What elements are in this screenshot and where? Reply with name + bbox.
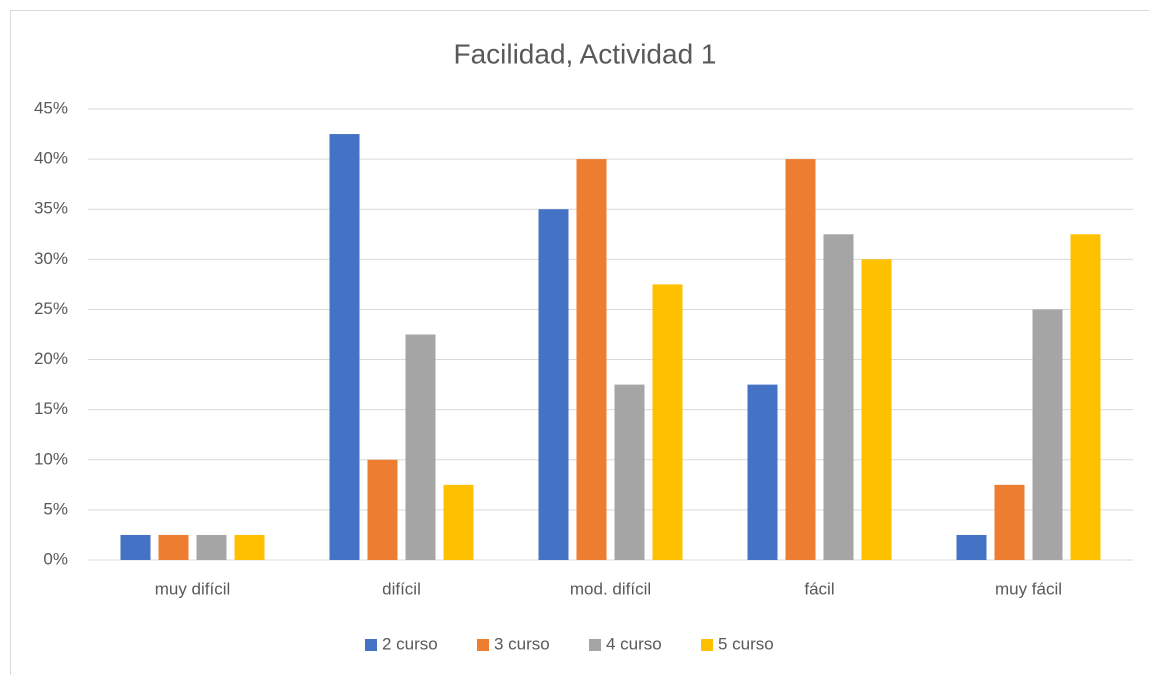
bar — [120, 534, 151, 560]
y-tick-label: 20% — [34, 349, 68, 368]
bar — [538, 209, 569, 560]
x-tick-label: mod. difícil — [570, 579, 651, 598]
y-tick-label: 40% — [34, 149, 68, 168]
bar — [994, 484, 1025, 560]
x-tick-label: muy difícil — [155, 579, 231, 598]
x-tick-label: fácil — [804, 579, 834, 598]
bar — [158, 534, 189, 560]
bar — [614, 384, 645, 560]
bar — [329, 134, 360, 561]
bar — [956, 534, 987, 560]
bar — [785, 159, 816, 560]
bar — [1032, 309, 1063, 560]
x-tick-label: muy fácil — [995, 579, 1062, 598]
bar — [652, 284, 683, 560]
legend-label: 4 curso — [606, 634, 662, 653]
bar — [443, 484, 474, 560]
legend-swatch — [365, 639, 377, 651]
bar — [861, 259, 892, 560]
bar — [1070, 234, 1101, 560]
y-tick-label: 0% — [43, 549, 68, 568]
y-tick-label: 10% — [34, 449, 68, 468]
y-tick-label: 15% — [34, 399, 68, 418]
y-tick-label: 35% — [34, 199, 68, 218]
legend-swatch — [589, 639, 601, 651]
y-tick-label: 5% — [43, 499, 68, 518]
chart-title: Facilidad, Actividad 1 — [453, 38, 716, 69]
y-tick-label: 30% — [34, 249, 68, 268]
bar — [196, 534, 227, 560]
legend-label: 5 curso — [718, 634, 774, 653]
legend-label: 2 curso — [382, 634, 438, 653]
x-tick-label: difícil — [382, 579, 421, 598]
y-tick-label: 25% — [34, 299, 68, 318]
bar — [823, 234, 854, 560]
bar — [367, 459, 398, 560]
legend-swatch — [477, 639, 489, 651]
bar — [747, 384, 778, 560]
y-tick-label: 45% — [34, 98, 68, 117]
bar — [234, 534, 265, 560]
legend-swatch — [701, 639, 713, 651]
bar — [405, 334, 436, 560]
bar — [576, 159, 607, 560]
legend-label: 3 curso — [494, 634, 550, 653]
